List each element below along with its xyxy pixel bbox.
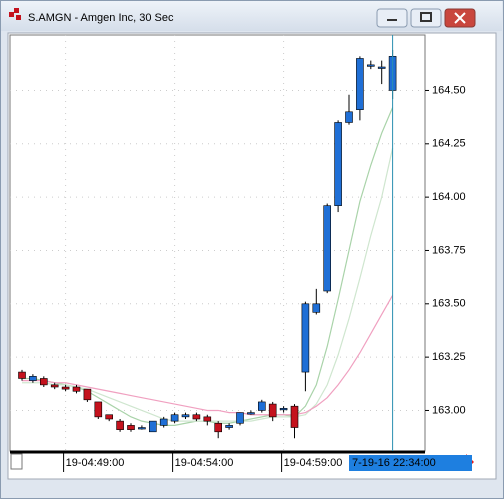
crosshair-label-bg: [349, 455, 472, 471]
maximize-button[interactable]: [410, 8, 442, 28]
plot-area: [9, 34, 426, 452]
candle-body: [116, 420, 124, 430]
y-tick-label: 164.50: [432, 84, 466, 96]
candle-body: [203, 416, 212, 422]
candle-body: [257, 401, 266, 411]
y-tick-label: 164.25: [432, 138, 466, 150]
x-tick-label: 19-04:49:00: [66, 457, 125, 469]
candle-body: [18, 371, 26, 379]
crosshair-label: 7-19-16 22:34:00: [352, 457, 436, 469]
candle-body: [149, 420, 157, 433]
candle-body: [138, 427, 146, 430]
candle-body: [312, 303, 321, 313]
candle-body: [94, 401, 103, 418]
y-tick-label: 164.00: [432, 191, 466, 203]
candle-body: [72, 386, 81, 392]
minimize-button[interactable]: [376, 8, 408, 28]
candle-body: [170, 414, 179, 422]
candle-body: [377, 66, 386, 69]
scroll-box[interactable]: [10, 453, 23, 470]
x-tick-label: 19-04:59:00: [284, 457, 343, 469]
close-button[interactable]: [444, 8, 476, 28]
candle-body: [159, 418, 168, 426]
candle-body: [39, 378, 48, 386]
candle-body: [366, 64, 375, 67]
candle-body: [334, 122, 342, 206]
window-title: S.AMGN - Amgen Inc, 30 Sec: [28, 12, 174, 24]
candle-body: [345, 111, 353, 123]
app-icon: [9, 8, 21, 20]
candle-body: [247, 412, 255, 415]
candle-body: [323, 205, 332, 292]
candle-body: [127, 425, 135, 430]
candle-body: [225, 425, 233, 428]
candle-body: [181, 414, 190, 418]
candle-body: [268, 403, 277, 418]
candle-body: [61, 386, 70, 390]
y-tick-label: 163.50: [432, 298, 466, 310]
candle-body: [29, 376, 37, 381]
candle-body: [214, 422, 222, 433]
candle-body: [105, 414, 113, 420]
candle-body: [192, 414, 201, 420]
candle-body: [236, 412, 244, 424]
candle-body: [279, 408, 288, 411]
y-tick-label: 163.25: [432, 351, 466, 363]
candle-body: [290, 405, 299, 428]
y-tick-label: 163.00: [432, 404, 466, 416]
candle-body: [83, 388, 92, 401]
x-tick-label: 19-04:54:00: [175, 457, 234, 469]
y-tick-label: 163.75: [432, 244, 466, 256]
candle-body: [356, 58, 364, 110]
candle-body: [50, 384, 59, 388]
moving-average-line: [22, 294, 394, 416]
candle-body: [301, 303, 310, 373]
